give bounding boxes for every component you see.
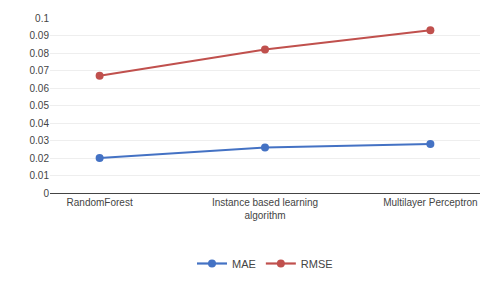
svg-text:0.06: 0.06 [30, 83, 50, 94]
svg-text:0.1: 0.1 [35, 13, 49, 24]
svg-text:RandomForest: RandomForest [67, 197, 133, 208]
svg-text:0.05: 0.05 [30, 100, 50, 111]
svg-text:0.02: 0.02 [30, 153, 50, 164]
svg-text:0: 0 [43, 188, 49, 199]
svg-text:0.08: 0.08 [30, 48, 50, 59]
svg-text:0.01: 0.01 [30, 170, 50, 181]
svg-text:RMSE: RMSE [301, 258, 333, 270]
svg-text:MAE: MAE [232, 258, 256, 270]
svg-text:0.07: 0.07 [30, 65, 50, 76]
svg-text:0.09: 0.09 [30, 30, 50, 41]
svg-text:Instance based learningalgorit: Instance based learningalgorithm [212, 197, 318, 221]
svg-text:0.03: 0.03 [30, 135, 50, 146]
svg-text:0.04: 0.04 [30, 118, 50, 129]
svg-text:Multilayer Perceptron: Multilayer Perceptron [383, 197, 477, 208]
